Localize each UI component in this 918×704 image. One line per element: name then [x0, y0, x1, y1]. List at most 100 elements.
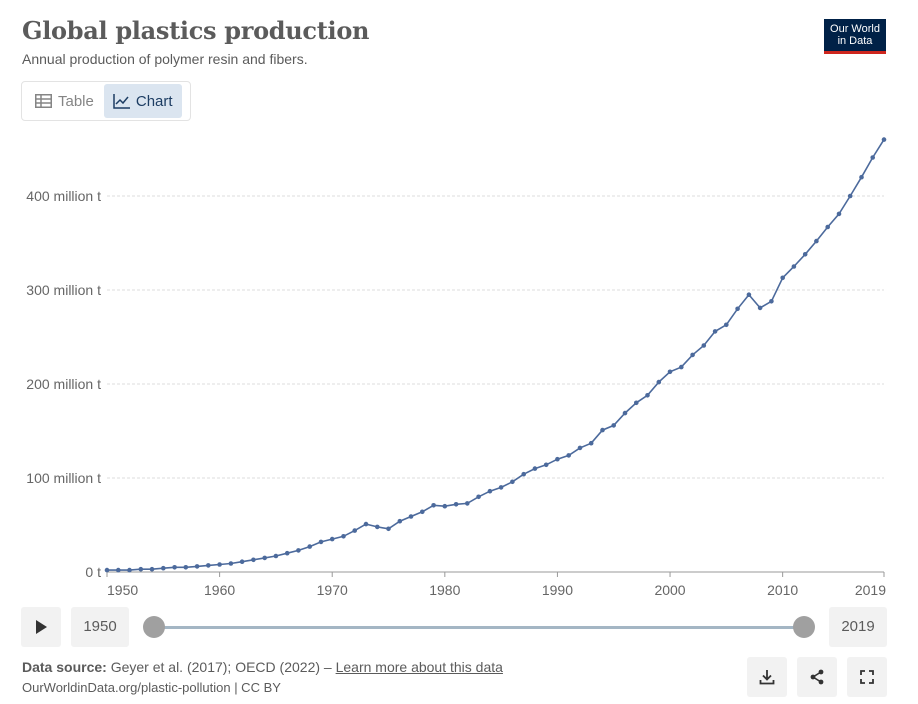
timeline-start-year[interactable]: 1950	[71, 607, 129, 647]
table-icon	[35, 94, 52, 108]
data-point	[802, 252, 808, 257]
line-chart-icon	[113, 93, 130, 109]
data-point	[543, 462, 549, 468]
y-tick-label: 300 million t	[26, 282, 101, 298]
data-point	[679, 364, 684, 370]
tab-chart[interactable]: Chart	[103, 84, 182, 118]
data-point	[667, 369, 673, 375]
data-point	[836, 211, 842, 217]
data-point	[341, 534, 346, 539]
data-source: Data source: Geyer et al. (2017); OECD (…	[22, 659, 503, 675]
data-point	[239, 559, 245, 564]
x-axis: 1950 1960 1970 1980 1990 2000 2010 2019	[106, 571, 886, 598]
fullscreen-button[interactable]	[847, 657, 887, 697]
x-tick-label: 1970	[317, 582, 348, 598]
data-point	[352, 528, 358, 533]
data-point	[465, 501, 470, 506]
data-point	[577, 445, 583, 451]
data-point	[194, 564, 200, 569]
data-point	[555, 456, 560, 462]
source-text: Geyer et al. (2017); OECD (2022) –	[110, 659, 332, 675]
timeline-end-handle[interactable]	[793, 616, 815, 638]
data-point	[307, 544, 313, 549]
play-button[interactable]	[21, 607, 61, 647]
tab-chart-label: Chart	[135, 92, 173, 110]
data-point	[656, 379, 662, 385]
data-point	[116, 567, 121, 573]
data-point	[791, 264, 797, 269]
data-point	[690, 352, 695, 358]
data-point	[228, 561, 234, 566]
data-point	[735, 306, 740, 312]
data-point	[859, 174, 864, 180]
data-point	[532, 466, 538, 471]
timeline-end-year[interactable]: 2019	[829, 607, 887, 647]
data-point	[172, 565, 177, 570]
data-point	[453, 502, 459, 507]
data-point	[375, 524, 380, 530]
data-point	[442, 503, 448, 509]
data-point	[161, 565, 166, 571]
y-tick-label: 400 million t	[26, 188, 101, 204]
data-point	[611, 423, 616, 428]
data-point	[363, 521, 369, 527]
data-point	[217, 562, 222, 567]
data-point	[769, 299, 774, 304]
x-tick-label: 2010	[767, 582, 798, 598]
data-point	[420, 509, 425, 515]
data-point	[701, 343, 707, 348]
data-point	[127, 567, 132, 573]
data-point	[262, 555, 268, 561]
source-url[interactable]: OurWorldinData.org/plastic-pollution | C…	[22, 680, 281, 695]
y-tick-label: 0 t	[85, 564, 101, 580]
play-icon	[36, 620, 47, 634]
data-point	[104, 567, 110, 573]
timeline-track[interactable]	[154, 626, 804, 629]
data-point	[757, 305, 763, 311]
data-point	[487, 488, 493, 494]
data-point	[329, 536, 335, 542]
share-icon	[810, 669, 824, 685]
download-icon	[759, 670, 775, 685]
timeline-start-handle[interactable]	[143, 616, 165, 638]
x-tick-label: 1990	[542, 582, 573, 598]
data-point	[251, 557, 256, 563]
data-point	[498, 485, 504, 490]
data-point	[510, 479, 515, 485]
data-point	[318, 539, 324, 545]
data-point	[724, 322, 729, 328]
learn-more-link[interactable]: Learn more about this data	[335, 659, 503, 675]
data-point	[284, 550, 290, 556]
data-point	[588, 440, 594, 446]
data-point	[870, 155, 875, 160]
data-point	[149, 566, 155, 572]
expand-icon	[860, 670, 874, 684]
series-line	[107, 139, 885, 571]
grid-lines	[107, 195, 884, 479]
data-point	[712, 329, 718, 334]
data-point	[521, 471, 526, 477]
tab-table[interactable]: Table	[25, 84, 104, 118]
x-tick-label: 2019	[855, 582, 886, 598]
data-point	[600, 427, 605, 433]
data-point	[881, 137, 887, 142]
x-tick-label: 1960	[204, 582, 235, 598]
tab-table-label: Table	[58, 92, 94, 110]
data-point	[622, 410, 628, 416]
download-button[interactable]	[747, 657, 787, 697]
share-button[interactable]	[797, 657, 837, 697]
logo-line-1: Our World	[830, 23, 880, 35]
view-tabs: Table Chart	[21, 81, 191, 121]
data-point	[634, 400, 639, 406]
logo-line-2: in Data	[837, 35, 873, 47]
owid-logo[interactable]: Our World in Data	[824, 19, 886, 54]
x-tick-label: 2000	[654, 582, 685, 598]
data-point	[296, 548, 301, 553]
data-point	[566, 453, 571, 458]
data-point	[746, 292, 752, 298]
data-point	[476, 494, 481, 500]
data-point	[273, 553, 279, 559]
data-point	[138, 566, 144, 572]
data-point	[431, 503, 436, 508]
data-point	[386, 526, 391, 532]
